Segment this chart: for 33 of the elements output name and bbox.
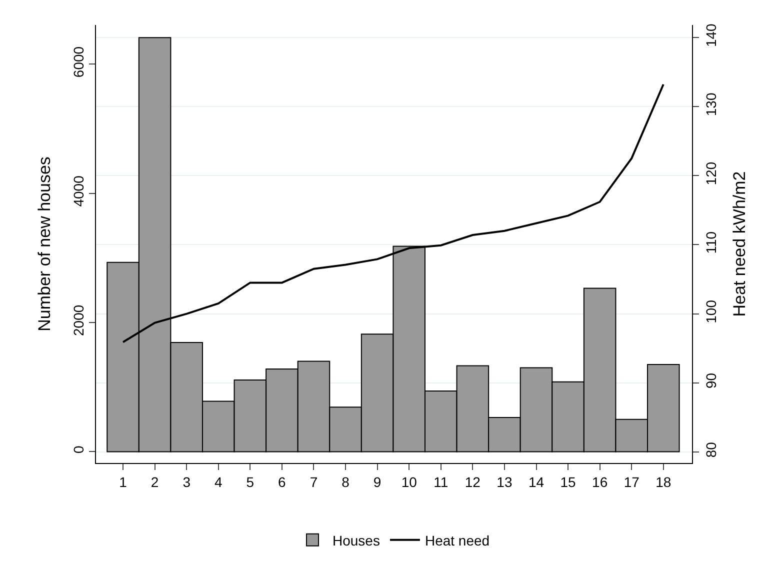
legend-label: Houses — [332, 532, 380, 548]
y-tick-label: 4000 — [70, 175, 86, 207]
x-tick-label: 2 — [150, 474, 159, 490]
y2-tick-label: 90 — [702, 372, 719, 389]
x-tick-label: 15 — [560, 474, 576, 490]
y2-axis-title: Heat need kWh/m2 — [730, 171, 750, 317]
legend-label: Heat need — [424, 532, 490, 548]
x-tick-label: 11 — [434, 474, 448, 490]
x-tick-label: 1 — [119, 474, 128, 490]
x-tick-label: 7 — [310, 474, 318, 490]
x-tick-label: 17 — [624, 474, 640, 490]
x-tick-label: 18 — [656, 474, 672, 490]
x-tick-label: 14 — [528, 474, 544, 490]
y-axis-title: Number of new houses — [34, 156, 54, 332]
x-tick-label: 6 — [278, 474, 286, 490]
y2-tick-label: 130 — [702, 92, 719, 116]
x-tick-label: 12 — [464, 474, 481, 490]
x-tick-label: 5 — [246, 474, 254, 490]
y-tick-label: 2000 — [70, 304, 86, 336]
y2-tick-label: 100 — [702, 300, 719, 324]
x-tick-label: 9 — [373, 474, 382, 490]
y2-tick-label: 80 — [702, 442, 719, 458]
x-tick-label: 8 — [342, 474, 350, 490]
y2-tick-label: 110 — [702, 231, 719, 254]
x-tick-label: 3 — [182, 474, 191, 490]
y-tick-label: 6000 — [70, 46, 86, 78]
y2-tick-label: 140 — [702, 23, 719, 48]
y2-tick-label: 120 — [702, 162, 719, 186]
x-tick-label: 16 — [592, 474, 608, 490]
y-tick-label: 0 — [70, 445, 86, 454]
x-tick-label: 10 — [401, 474, 418, 490]
x-tick-label: 13 — [496, 474, 512, 490]
x-tick-label: 4 — [214, 474, 222, 490]
